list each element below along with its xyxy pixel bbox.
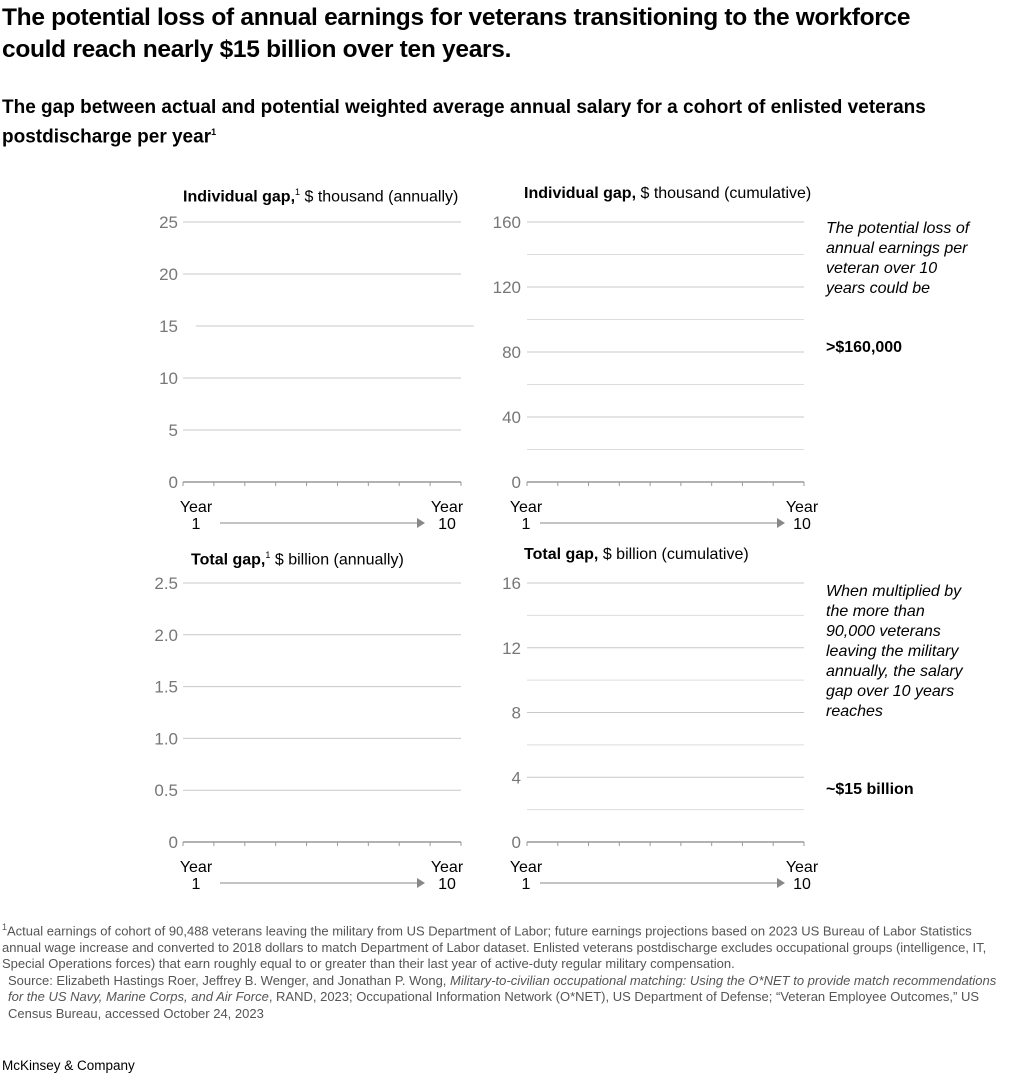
annotation-bottom-value: ~$15 billion <box>826 781 914 798</box>
chart-title-individual-annual: Individual gap,1 $ thousand (annually) <box>183 182 458 207</box>
footnote-note: Actual earnings of cohort of 90,488 vete… <box>2 923 987 972</box>
chart-subtitle: The gap between actual and potential wei… <box>2 96 962 149</box>
annotation-bottom-text: When multiplied by the more than 90,000 … <box>826 583 963 720</box>
arrow-right-icon <box>777 878 785 888</box>
subtitle-text: The gap between actual and potential wei… <box>2 97 926 148</box>
chart-title-bold: Total gap, <box>191 551 266 569</box>
y-tick-label: 10 <box>159 369 178 388</box>
x-end-label-line2: 10 <box>793 876 811 893</box>
source-rest: , RAND, 2023; Occupational Information N… <box>8 989 980 1021</box>
x-start-label-line2: 1 <box>192 876 201 893</box>
chart-title-sup: 1 <box>295 187 301 197</box>
arrow-right-icon <box>777 518 785 528</box>
page-title: The potential loss of annual earnings fo… <box>2 4 911 63</box>
x-end-label-line2: 10 <box>793 516 811 533</box>
y-tick-label: 0 <box>169 833 178 852</box>
chart-title-total-annual: Total gap,1 $ billion (annually) <box>191 545 404 570</box>
footnote: 1Actual earnings of cohort of 90,488 vet… <box>2 919 1002 1022</box>
chart-title-bold: Individual gap, <box>183 188 296 206</box>
y-tick-label: 5 <box>169 421 178 440</box>
x-start-label-line1: Year <box>180 499 213 516</box>
subtitle-footnote-marker: 1 <box>211 127 217 137</box>
y-tick-label: 25 <box>159 213 178 232</box>
y-tick-label: 4 <box>512 768 521 787</box>
x-end-label-line1: Year <box>431 499 464 516</box>
source-note: Source: Elizabeth Hastings Roer, Jeffrey… <box>2 973 1002 1023</box>
arrow-right-icon <box>417 878 425 888</box>
x-start-label-line1: Year <box>180 859 213 876</box>
x-end-label-line1: Year <box>431 859 464 876</box>
annotation-top-value: >$160,000 <box>826 339 903 356</box>
y-tick-label: 1.0 <box>154 729 178 748</box>
x-end-label-line1: Year <box>786 499 819 516</box>
arrow-right-icon <box>417 518 425 528</box>
x-start-label-line2: 1 <box>192 516 201 533</box>
y-tick-label: 0 <box>512 833 521 852</box>
y-tick-label: 160 <box>493 213 521 232</box>
y-tick-label: 1.5 <box>154 678 178 697</box>
y-tick-label: 15 <box>159 317 178 336</box>
y-tick-label: 12 <box>502 639 521 658</box>
x-start-label-line2: 1 <box>522 516 531 533</box>
chart-title-rest: $ billion (cumulative) <box>602 546 749 563</box>
y-tick-label: 20 <box>159 265 178 284</box>
y-tick-label: 2.5 <box>154 574 178 593</box>
chart-title-rest: $ billion (annually) <box>274 551 404 569</box>
x-end-label-line2: 10 <box>438 516 456 533</box>
y-tick-label: 16 <box>502 574 521 593</box>
chart-title-individual-cumulative: Individual gap, $ thousand (cumulative) <box>524 184 811 204</box>
source-prefix: Source: Elizabeth Hastings Roer, Jeffrey… <box>8 972 451 988</box>
brand-logo-text: McKinsey & Company <box>2 1058 135 1073</box>
x-start-label-line2: 1 <box>522 876 531 893</box>
chart-title-bold: Total gap, <box>524 546 599 563</box>
chart-title-sup: 1 <box>265 550 271 560</box>
y-tick-label: 80 <box>502 343 521 362</box>
y-tick-label: 40 <box>502 408 521 427</box>
x-end-label-line2: 10 <box>438 876 456 893</box>
x-end-label-line1: Year <box>786 859 819 876</box>
chart-title-bold: Individual gap, <box>524 185 637 202</box>
y-tick-label: 0.5 <box>154 781 178 800</box>
y-tick-label: 2.0 <box>154 626 178 645</box>
chart-title-rest: $ thousand (annually) <box>304 188 459 206</box>
annotation-top-text: The potential loss of annual earnings pe… <box>826 220 970 297</box>
y-tick-label: 8 <box>512 704 521 723</box>
y-tick-label: 0 <box>512 473 521 492</box>
y-tick-label: 0 <box>169 473 178 492</box>
x-start-label-line1: Year <box>510 499 543 516</box>
x-start-label-line1: Year <box>510 859 543 876</box>
source-title: Military-to-civilian occupational matchi… <box>8 972 997 1005</box>
y-tick-label: 120 <box>493 278 521 297</box>
footnote-marker: 1 <box>2 922 8 932</box>
chart-title-total-cumulative: Total gap, $ billion (cumulative) <box>524 545 749 565</box>
chart-title-rest: $ thousand (cumulative) <box>640 185 812 202</box>
